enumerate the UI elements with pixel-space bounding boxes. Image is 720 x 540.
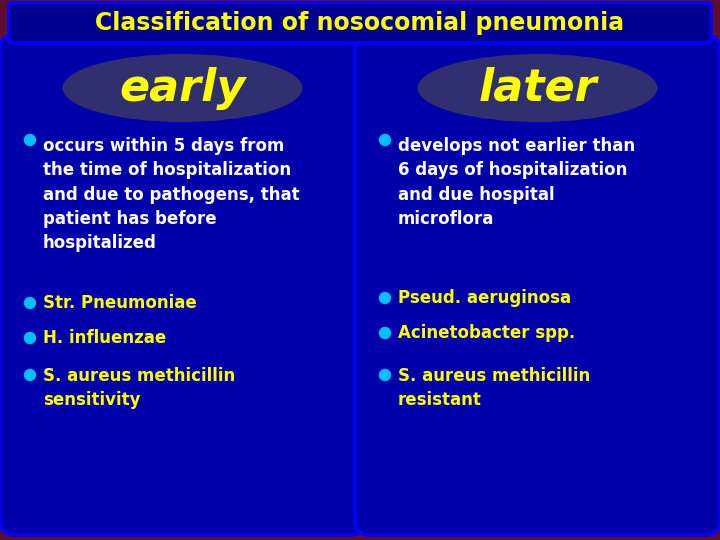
- Circle shape: [24, 333, 35, 343]
- Ellipse shape: [418, 54, 657, 122]
- Text: occurs within 5 days from
the time of hospitalization
and due to pathogens, that: occurs within 5 days from the time of ho…: [43, 137, 300, 252]
- Ellipse shape: [10, 270, 170, 410]
- Circle shape: [379, 327, 390, 339]
- Text: Acinetobacter spp.: Acinetobacter spp.: [398, 324, 575, 342]
- Text: H. influenzae: H. influenzae: [43, 329, 166, 347]
- Circle shape: [24, 134, 35, 145]
- Text: Classification of nosocomial pneumonia: Classification of nosocomial pneumonia: [96, 11, 624, 35]
- Ellipse shape: [63, 54, 302, 122]
- Ellipse shape: [440, 50, 720, 270]
- Circle shape: [379, 369, 390, 381]
- Ellipse shape: [540, 265, 720, 415]
- FancyBboxPatch shape: [355, 35, 720, 535]
- Circle shape: [24, 298, 35, 308]
- Text: S. aureus methicillin
resistant: S. aureus methicillin resistant: [398, 367, 590, 409]
- FancyBboxPatch shape: [9, 3, 711, 43]
- Ellipse shape: [0, 20, 250, 220]
- Text: develops not earlier than
6 days of hospitalization
and due hospital
microflora: develops not earlier than 6 days of hosp…: [398, 137, 635, 228]
- FancyBboxPatch shape: [0, 35, 365, 535]
- Circle shape: [379, 293, 390, 303]
- Circle shape: [24, 369, 35, 381]
- Text: later: later: [478, 66, 597, 110]
- Text: Str. Pneumoniae: Str. Pneumoniae: [43, 294, 197, 312]
- Ellipse shape: [260, 260, 460, 420]
- Text: early: early: [120, 66, 246, 110]
- Text: S. aureus methicillin
sensitivity: S. aureus methicillin sensitivity: [43, 367, 235, 409]
- Circle shape: [379, 134, 390, 145]
- Text: Pseud. aeruginosa: Pseud. aeruginosa: [398, 289, 571, 307]
